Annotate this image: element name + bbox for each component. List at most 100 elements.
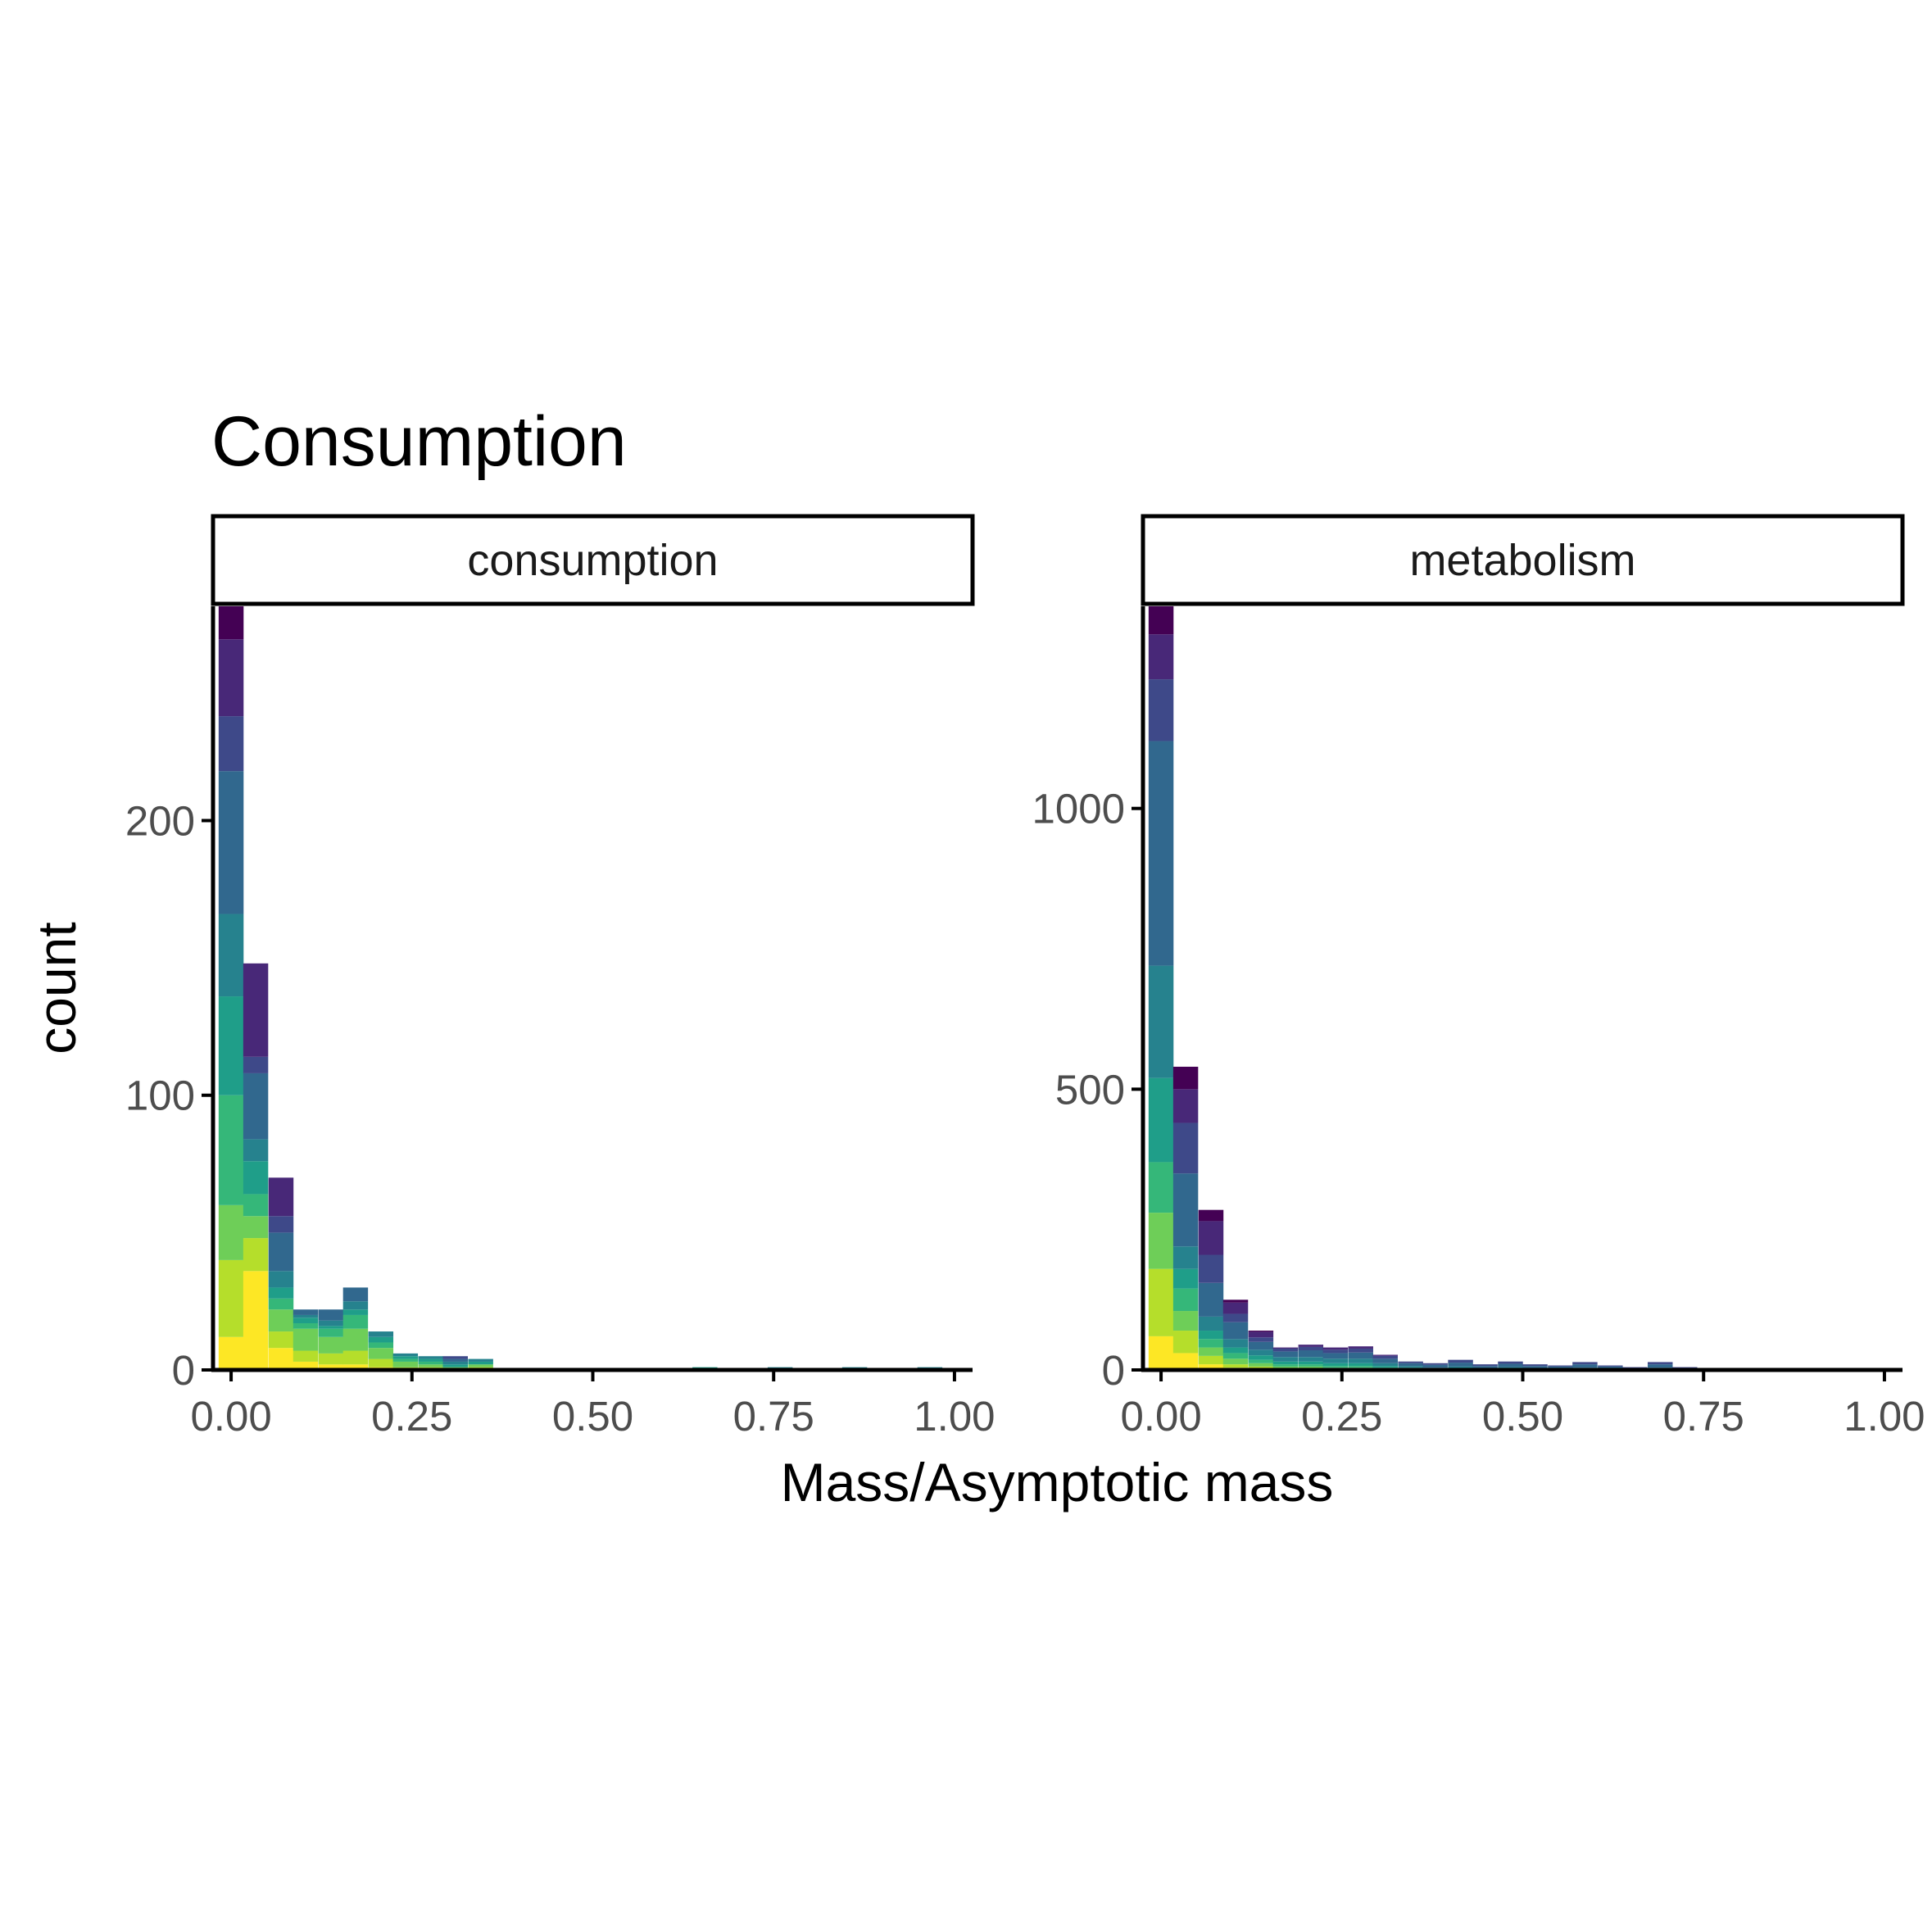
bar-segment — [342, 1328, 369, 1351]
bar-segment — [1548, 1366, 1573, 1368]
bar-segment — [1172, 1311, 1199, 1331]
y-tick-label: 500 — [1055, 1066, 1125, 1113]
bar-segment — [218, 1204, 244, 1260]
bar-segment — [1148, 1336, 1174, 1370]
bar-segment — [1372, 1355, 1398, 1359]
bar-segment — [293, 1309, 319, 1315]
bar-segment — [1248, 1341, 1274, 1350]
bar-segment — [1148, 1162, 1174, 1213]
bar-segment — [268, 1232, 294, 1272]
bar-segment — [1672, 1367, 1698, 1368]
bar-segment — [1322, 1347, 1349, 1350]
bar-segment — [1448, 1366, 1473, 1368]
bar-segment — [1572, 1362, 1598, 1365]
bar-segment — [1372, 1358, 1398, 1363]
bar-segment — [442, 1356, 468, 1359]
strip-label: consumption — [467, 536, 718, 585]
axes-layer: 0 500 1000 0.00 0.25 0.50 0.75 1.00 — [1032, 606, 1925, 1440]
bar-segment — [243, 1073, 269, 1140]
x-tick-label: 1.00 — [914, 1393, 995, 1440]
bar-segment — [1398, 1361, 1423, 1363]
bar-segment — [218, 1259, 244, 1337]
bar-segment — [1172, 1122, 1199, 1174]
bar-segment — [1298, 1346, 1324, 1351]
bar-segment — [318, 1364, 344, 1370]
bar-segment — [442, 1358, 468, 1362]
bar-segment — [1148, 1077, 1174, 1163]
bar-segment — [1248, 1355, 1274, 1360]
bar-segment — [293, 1317, 319, 1324]
chart-title: Consumption — [211, 402, 627, 481]
bar-segment — [1422, 1363, 1448, 1365]
bar-segment — [268, 1331, 294, 1349]
bar-segment — [442, 1364, 468, 1367]
bar-segment — [243, 1161, 269, 1195]
bar-segment — [1522, 1366, 1548, 1368]
bar-segment — [1348, 1352, 1373, 1359]
bar-segment — [1248, 1359, 1274, 1363]
bar-segment — [1298, 1366, 1324, 1369]
bar-segment — [368, 1331, 394, 1337]
bar-segment — [218, 716, 244, 772]
bar-segment — [1322, 1358, 1349, 1363]
bar-segment — [1222, 1302, 1249, 1314]
bar-segment — [1198, 1282, 1224, 1317]
bar-segment — [1348, 1358, 1373, 1363]
strip-box — [211, 514, 975, 606]
bar-segment — [1222, 1358, 1249, 1365]
bar-segment — [268, 1216, 294, 1233]
bar-segment — [1148, 634, 1174, 680]
bar-segment — [243, 1194, 269, 1217]
x-tick-label: 0.50 — [552, 1393, 633, 1440]
bar-segment — [1272, 1347, 1299, 1349]
bar-segment — [1198, 1355, 1224, 1365]
bar-segment — [318, 1328, 344, 1337]
bar-segment — [1172, 1353, 1199, 1370]
panel-consumption: consumption 0 100 200 0.00 0.25 0.50 0.75 1.00 — [125, 514, 995, 1440]
bar-segment — [1498, 1361, 1523, 1364]
bar-segment — [268, 1271, 294, 1288]
bar-segment — [1198, 1339, 1224, 1348]
axes-layer: 0 100 200 0.00 0.25 0.50 0.75 1.00 — [125, 606, 995, 1440]
bar-segment — [243, 1271, 269, 1370]
bar-segment — [392, 1356, 419, 1359]
x-tick-label: 0.75 — [733, 1393, 814, 1440]
bar-segment — [1622, 1367, 1648, 1368]
bar-segment — [418, 1364, 443, 1367]
bar-segment — [1548, 1365, 1573, 1367]
bar-segment — [268, 1309, 294, 1332]
bar-segment — [468, 1361, 493, 1365]
bar-segment — [218, 1336, 244, 1370]
bar-segment — [318, 1353, 344, 1365]
x-tick-label: 1.00 — [1844, 1393, 1925, 1440]
bar-segment — [392, 1358, 419, 1362]
bar-segment — [1172, 1268, 1199, 1289]
bar-segment — [442, 1361, 468, 1365]
y-tick-label: 100 — [125, 1073, 195, 1119]
bar-segment — [468, 1364, 493, 1367]
bar-segment — [1598, 1365, 1623, 1367]
bar-segment — [1272, 1366, 1299, 1369]
bar-segment — [418, 1361, 443, 1365]
bar-segment — [1648, 1362, 1673, 1365]
bar-segment — [1172, 1246, 1199, 1269]
bar-segment — [293, 1314, 319, 1318]
bar-segment — [1498, 1363, 1523, 1367]
bar-segment — [368, 1348, 394, 1359]
bar-segment — [1148, 606, 1174, 635]
bar-segment — [1148, 1268, 1174, 1336]
bar-segment — [418, 1358, 443, 1362]
bar-segment — [1172, 1066, 1199, 1090]
bar-segment — [1148, 679, 1174, 742]
bar-segment — [1322, 1353, 1349, 1359]
bar-segment — [1272, 1364, 1299, 1367]
y-axis-title: count — [26, 922, 87, 1054]
bar-segment — [1222, 1364, 1249, 1368]
bar-segment — [218, 606, 244, 640]
bar-segment — [1172, 1089, 1199, 1123]
bar-segment — [243, 1056, 269, 1073]
bar-segment — [342, 1364, 369, 1370]
bar-segment — [418, 1356, 443, 1359]
bar-segment — [1298, 1345, 1324, 1347]
